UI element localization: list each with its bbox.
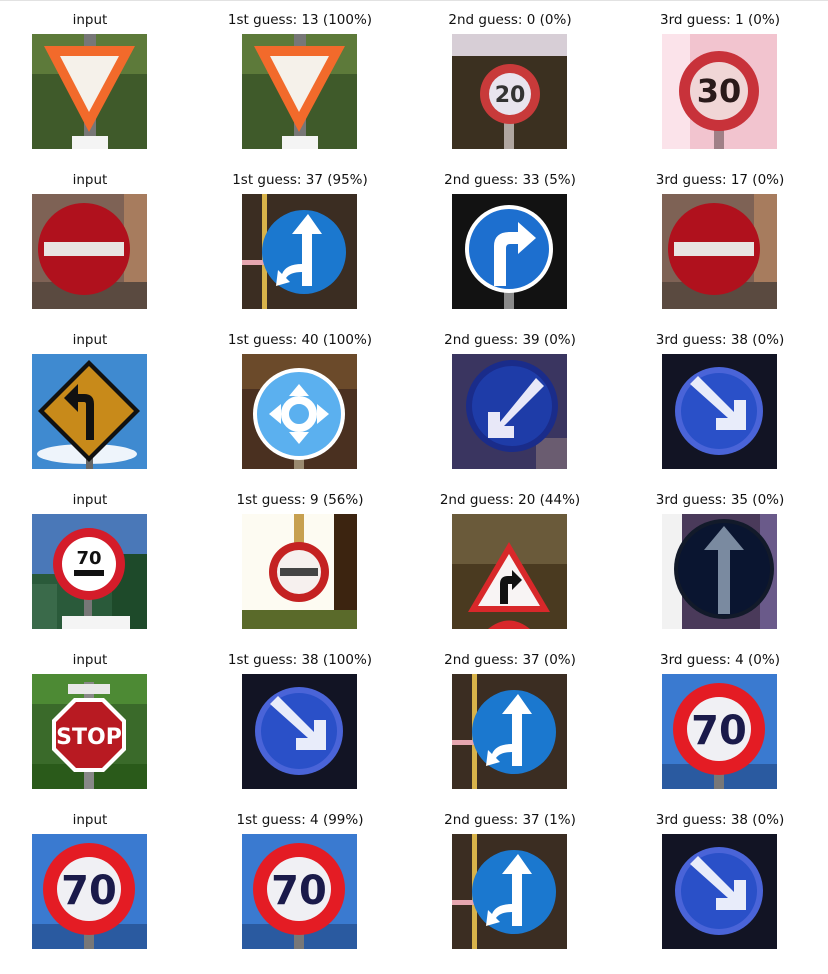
input-caption: input [72,812,108,828]
guess-panel: 2nd guess: 37 (0%) [420,640,600,800]
no-entry-sign-icon [662,194,777,309]
curve-left-warning-icon [32,354,147,469]
keep-right-icon [662,834,777,949]
guess-panel: 2nd guess: 33 (5%) [420,160,600,320]
guess-caption: 3rd guess: 1 (0%) [660,12,780,28]
roundabout-icon [242,354,357,469]
guess-panel: 1st guess: 4 (99%) 70 [210,800,390,960]
svg-text:20: 20 [495,83,526,108]
guess-caption: 3rd guess: 38 (0%) [655,332,785,348]
guess-caption: 1st guess: 4 (99%) [236,812,364,828]
guess-caption: 1st guess: 9 (56%) [236,492,364,508]
guess-caption: 2nd guess: 39 (0%) [444,332,576,348]
input-caption: input [72,332,108,348]
speed-limit-70-icon: 70 [32,834,147,949]
keep-right-icon [662,354,777,469]
guess-panel: 3rd guess: 38 (0%) [630,320,810,480]
yield-sign-icon [242,34,357,149]
guess-panel: 2nd guess: 37 (1%) [420,800,600,960]
guess-panel: 1st guess: 40 (100%) [210,320,390,480]
guess-panel: 2nd guess: 39 (0%) [420,320,600,480]
guess-caption: 1st guess: 40 (100%) [227,332,373,348]
go-straight-or-left-icon [452,674,567,789]
input-caption: input [72,492,108,508]
speed-limit-70-zone-icon: 70 [32,514,147,629]
guess-panel: 3rd guess: 1 (0%) 30 [630,0,810,160]
guess-caption: 3rd guess: 38 (0%) [655,812,785,828]
input-panel: input [0,320,180,480]
guess-caption: 3rd guess: 35 (0%) [655,492,785,508]
guess-caption: 1st guess: 13 (100%) [227,12,373,28]
svg-text:70: 70 [76,548,101,569]
guess-caption: 3rd guess: 17 (0%) [655,172,785,188]
input-panel: input [0,160,180,320]
guess-caption: 1st guess: 38 (100%) [227,652,373,668]
input-caption: input [72,12,108,28]
prediction-row: input 70 1st guess: 9 (56%) 2nd guess: 2… [0,480,828,640]
prediction-row: input 1st guess: 40 (100%) 2nd guess: 39… [0,320,828,480]
no-entry-sign-icon [32,194,147,309]
prediction-row: input STOP 1st guess: 38 (100%) 2nd guess… [0,640,828,800]
guess-panel: 3rd guess: 35 (0%) [630,480,810,640]
ahead-only-icon [662,514,777,629]
top-border [0,0,828,1]
speed-limit-20-icon: 20 [452,34,567,149]
speed-limit-70-icon: 70 [662,674,777,789]
dangerous-curve-right-icon [452,514,567,629]
input-panel: input 70 [0,480,180,640]
speed-limit-30-icon: 30 [662,34,777,149]
svg-text:STOP: STOP [56,725,122,750]
guess-panel: 2nd guess: 20 (44%) [420,480,600,640]
input-caption: input [72,172,108,188]
keep-left-icon [452,354,567,469]
guess-panel: 1st guess: 38 (100%) [210,640,390,800]
input-panel: input STOP [0,640,180,800]
speed-limit-70-icon: 70 [242,834,357,949]
guess-caption: 2nd guess: 33 (5%) [444,172,576,188]
guess-caption: 2nd guess: 37 (1%) [444,812,576,828]
guess-panel: 1st guess: 37 (95%) [210,160,390,320]
yield-sign-icon [32,34,147,149]
no-passing-icon [242,514,357,629]
guess-caption: 2nd guess: 37 (0%) [444,652,576,668]
guess-panel: 3rd guess: 17 (0%) [630,160,810,320]
svg-text:70: 70 [271,868,327,914]
guess-panel: 2nd guess: 0 (0%) 20 [420,0,600,160]
guess-panel: 1st guess: 13 (100%) [210,0,390,160]
guess-panel: 3rd guess: 4 (0%) 70 [630,640,810,800]
stop-sign-icon: STOP [32,674,147,789]
go-straight-or-left-icon [452,834,567,949]
svg-text:70: 70 [691,708,747,754]
svg-text:70: 70 [61,868,117,914]
input-panel: input 70 [0,800,180,960]
guess-caption: 2nd guess: 0 (0%) [448,12,572,28]
prediction-row: input 1st guess: 13 (100%) 2nd guess: 0 … [0,0,828,160]
guess-caption: 2nd guess: 20 (44%) [439,492,581,508]
go-straight-or-left-icon [242,194,357,309]
guess-panel: 1st guess: 9 (56%) [210,480,390,640]
input-panel: input [0,0,180,160]
prediction-row: input 70 1st guess: 4 (99%) 70 2nd guess: … [0,800,828,960]
guess-caption: 3rd guess: 4 (0%) [660,652,780,668]
prediction-row: input 1st guess: 37 (95%) 2nd guess: 33 … [0,160,828,320]
svg-text:30: 30 [697,72,742,110]
keep-right-icon [242,674,357,789]
guess-panel: 3rd guess: 38 (0%) [630,800,810,960]
guess-caption: 1st guess: 37 (95%) [232,172,368,188]
input-caption: input [72,652,108,668]
turn-right-ahead-icon [452,194,567,309]
